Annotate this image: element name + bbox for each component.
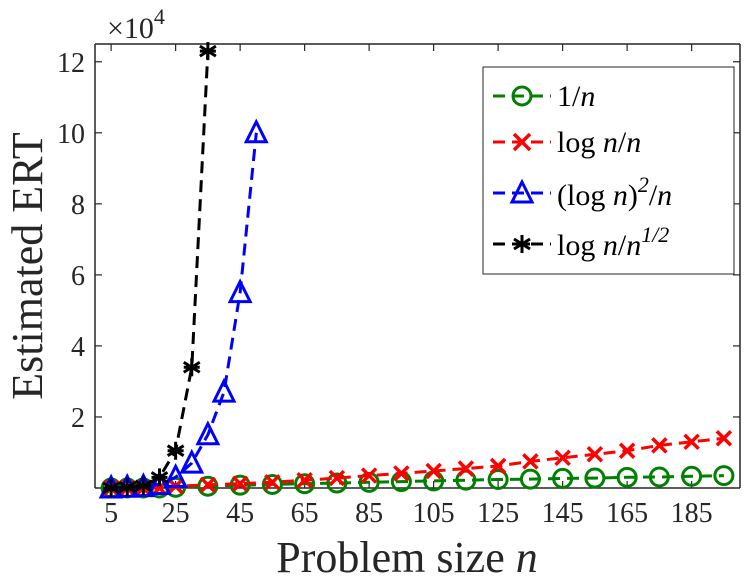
y-tick-label: 4 bbox=[71, 332, 85, 363]
series-3 bbox=[98, 118, 269, 499]
data-point bbox=[648, 466, 670, 488]
data-point bbox=[487, 468, 509, 490]
data-point bbox=[227, 278, 253, 304]
data-point bbox=[163, 462, 189, 488]
data-point bbox=[294, 473, 316, 495]
x-tick-label: 165 bbox=[606, 498, 648, 529]
legend-label-1: 1/n bbox=[557, 80, 595, 113]
data-point bbox=[522, 453, 539, 470]
data-point bbox=[118, 478, 137, 497]
legend-label-2: log n/n bbox=[557, 126, 641, 159]
data-point bbox=[326, 472, 348, 494]
data-point bbox=[425, 462, 442, 480]
x-tick-label: 45 bbox=[226, 498, 254, 529]
data-point bbox=[519, 468, 541, 490]
y-tick-label: 6 bbox=[71, 261, 85, 292]
y-tick-label: 10 bbox=[57, 119, 85, 150]
x-tick-label: 85 bbox=[355, 498, 383, 529]
series-4 bbox=[102, 42, 217, 497]
data-point bbox=[211, 377, 237, 403]
legend-marker-circle bbox=[511, 85, 533, 107]
data-point bbox=[261, 473, 283, 495]
x-ticks: 5 25 45 65 85 105 125 145 165 185 bbox=[104, 44, 713, 529]
x-tick-label: 125 bbox=[477, 498, 519, 529]
legend-label-3: (log n)2/n bbox=[557, 172, 672, 212]
legend-entry-4: log n/n1/2 bbox=[493, 222, 669, 262]
data-point bbox=[134, 476, 153, 495]
x-tick-label: 25 bbox=[162, 498, 190, 529]
series-layer bbox=[98, 42, 735, 499]
data-point bbox=[616, 466, 638, 488]
data-point bbox=[199, 476, 217, 494]
y-tick-label: 8 bbox=[71, 190, 85, 221]
data-point bbox=[393, 465, 410, 482]
y-axis-label: Estimated ERT bbox=[3, 132, 52, 400]
legend-entry-2: log n/n bbox=[493, 126, 641, 159]
data-point bbox=[552, 467, 574, 489]
y-exponent-label: ×104 bbox=[107, 4, 165, 45]
legend-box bbox=[482, 66, 735, 275]
x-axis-label-text: Problem size bbox=[276, 533, 505, 582]
x-axis-label: Problem size n bbox=[276, 533, 538, 582]
legend: 1/n log n/n (log n)2/n log n/n1/2 bbox=[482, 66, 735, 275]
data-point bbox=[199, 42, 217, 61]
x-axis-label-var: n bbox=[516, 533, 538, 582]
data-point bbox=[150, 468, 169, 487]
data-point bbox=[651, 437, 668, 454]
data-point bbox=[264, 474, 281, 491]
data-point bbox=[147, 470, 172, 495]
data-point bbox=[231, 475, 249, 492]
x-tick-label: 185 bbox=[671, 498, 713, 529]
series-line bbox=[111, 474, 724, 490]
series-line bbox=[111, 436, 725, 490]
data-point bbox=[584, 467, 606, 489]
x-tick-label: 5 bbox=[104, 498, 118, 529]
y-ticks: 2 4 6 8 10 12 bbox=[57, 48, 740, 434]
y-exponent-power: 4 bbox=[154, 4, 165, 29]
data-point bbox=[182, 358, 201, 377]
data-point bbox=[586, 446, 604, 463]
x-tick-label: 65 bbox=[291, 498, 319, 529]
series-line bbox=[111, 132, 258, 490]
data-point bbox=[360, 467, 378, 484]
data-point bbox=[166, 441, 185, 460]
data-point bbox=[457, 460, 475, 477]
x-tick-label: 105 bbox=[413, 498, 455, 529]
x-tick-label: 145 bbox=[542, 498, 584, 529]
data-point bbox=[681, 465, 703, 487]
y-exponent-base: ×10 bbox=[107, 12, 154, 45]
data-point bbox=[296, 471, 313, 489]
data-point bbox=[683, 433, 700, 451]
data-point bbox=[489, 457, 507, 475]
data-point bbox=[713, 465, 735, 487]
legend-marker-asterisk bbox=[513, 235, 531, 253]
y-tick-label: 2 bbox=[71, 403, 85, 434]
y-tick-label: 12 bbox=[57, 48, 85, 79]
legend-label-4: log n/n1/2 bbox=[557, 222, 669, 262]
series-line bbox=[111, 51, 210, 490]
data-point bbox=[102, 479, 120, 497]
data-point bbox=[328, 469, 346, 487]
data-point bbox=[179, 448, 205, 474]
data-point bbox=[455, 469, 477, 491]
legend-marker-x bbox=[512, 132, 532, 152]
data-point bbox=[243, 118, 269, 144]
legend-entry-3: (log n)2/n bbox=[493, 172, 672, 212]
data-point bbox=[195, 420, 221, 446]
legend-marker-triangle bbox=[509, 178, 535, 204]
series-2 bbox=[102, 430, 733, 497]
data-point bbox=[715, 430, 733, 447]
legend-entry-1: 1/n bbox=[493, 80, 595, 113]
data-point bbox=[618, 442, 636, 459]
data-point bbox=[554, 449, 571, 467]
